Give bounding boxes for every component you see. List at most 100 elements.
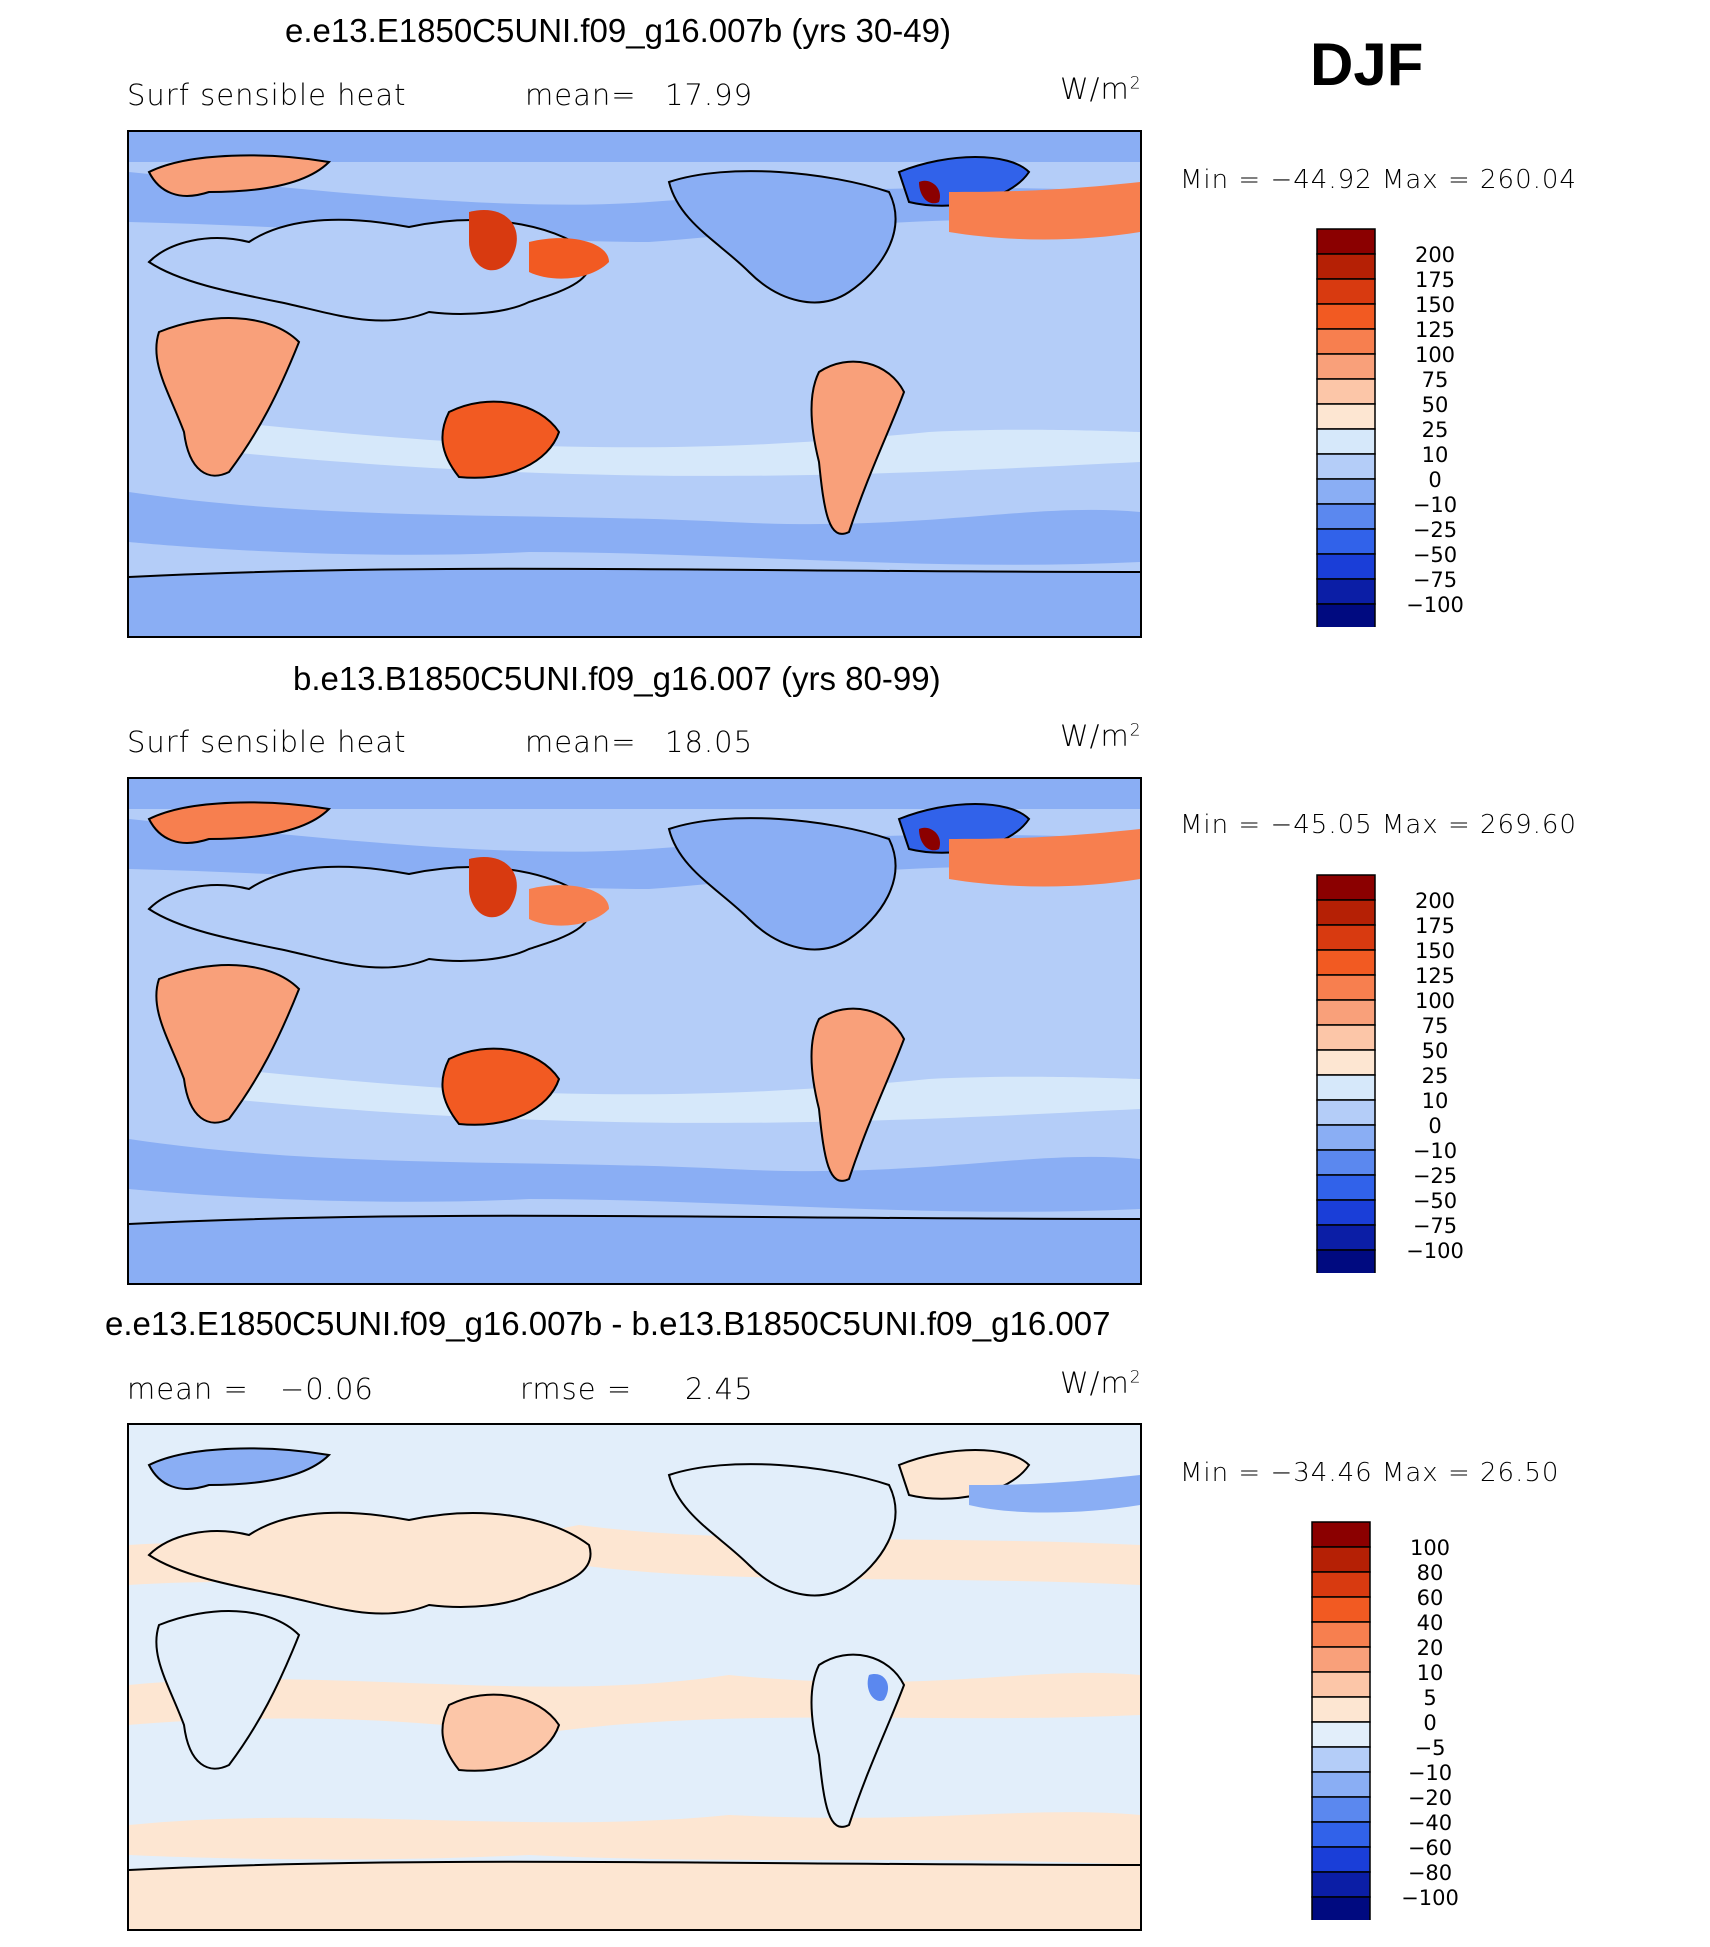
colorbar-tick-label: −25: [1413, 518, 1457, 542]
north-america-land: [667, 1463, 897, 1597]
colorbar-swatch: [1311, 1646, 1371, 1673]
colorbar-swatch: [1316, 578, 1376, 605]
colorbar-swatch: [1316, 1224, 1376, 1251]
colorbar-tick-label: 10: [1422, 1089, 1449, 1113]
north-america-land: [667, 817, 897, 951]
colorbar-swatch: [1316, 1074, 1376, 1101]
panel-2-title: b.e13.B1850C5UNI.f09_g16.007 (yrs 80-99): [293, 660, 941, 697]
colorbar-tick-label: −100: [1401, 1886, 1459, 1910]
southern-ocean-band: [129, 1139, 1140, 1212]
panel-3-units: W/m2: [1060, 1366, 1142, 1400]
colorbar-tick-label: −40: [1408, 1811, 1452, 1835]
panel-1-minmax: Min = −44.92 Max = 260.04: [1180, 165, 1577, 195]
colorbar-tick-label: 50: [1422, 1039, 1449, 1063]
colorbar-swatch: [1316, 353, 1376, 380]
colorbar-tick-label: 200: [1415, 243, 1455, 267]
scandinavia-land: [147, 801, 332, 844]
colorbar-tick-label: −60: [1408, 1836, 1452, 1860]
colorbar-swatch: [1316, 278, 1376, 305]
panel-1-mean-label: mean=: [525, 78, 637, 112]
kuroshio-hotspot: [469, 857, 517, 918]
panel-1-map-svg: [129, 132, 1140, 636]
colorbar-swatch: [1316, 378, 1376, 405]
colorbar-tick-label: 20: [1417, 1636, 1444, 1660]
units-text: W/m: [1060, 1366, 1130, 1400]
colorbar-swatch: [1311, 1596, 1371, 1623]
colorbar-swatch: [1311, 1896, 1371, 1920]
colorbar-tick-label: 80: [1417, 1561, 1444, 1585]
colorbar-swatch: [1316, 924, 1376, 951]
colorbar-tick-label: 0: [1428, 468, 1441, 492]
kuroshio-hotspot: [469, 210, 517, 271]
africa-land: [155, 1610, 301, 1770]
colorbar-tick-label: 150: [1415, 939, 1455, 963]
panel-3-map: [127, 1423, 1142, 1931]
antarctica-coast: [129, 1214, 1140, 1225]
panel-2-map-svg: [129, 779, 1140, 1283]
colorbar-tick-label: 100: [1415, 343, 1455, 367]
colorbar-tick-label: 10: [1422, 443, 1449, 467]
colorbar-swatch: [1316, 328, 1376, 355]
colorbar-swatch: [1316, 603, 1376, 627]
colorbar-tick-label: −100: [1406, 1239, 1464, 1263]
scandinavia-land: [147, 154, 332, 197]
colorbar-tick-label: −50: [1413, 1189, 1457, 1213]
colorbar-swatch: [1311, 1521, 1371, 1548]
colorbar-swatch: [1316, 453, 1376, 480]
colorbar-tick-label: −25: [1413, 1164, 1457, 1188]
colorbar-swatch: [1311, 1746, 1371, 1773]
colorbar-swatch: [1316, 503, 1376, 530]
panel-3-minmax: Min = −34.46 Max = 26.50: [1180, 1458, 1560, 1488]
colorbar-tick-label: 50: [1422, 393, 1449, 417]
colorbar-tick-label: −5: [1415, 1736, 1446, 1760]
antarctica: [129, 568, 1140, 636]
colorbar-tick-label: 175: [1415, 914, 1455, 938]
panel-1-colorbar: 200 175 150 125 100 75 50 25 10 0 −10 −25 −50 −75 −100: [1315, 227, 1495, 627]
colorbar-swatch: [1316, 949, 1376, 976]
colorbar-swatch: [1316, 1249, 1376, 1273]
panel-2-map: [127, 777, 1142, 1285]
panel-2-minmax: Min = −45.05 Max = 269.60: [1180, 810, 1577, 840]
colorbar-swatch: [1311, 1821, 1371, 1848]
colorbar-swatch: [1316, 403, 1376, 430]
panel-1-mean-value: 17.99: [665, 78, 754, 112]
colorbar-tick-label: 0: [1428, 1114, 1441, 1138]
panel-3-colorbar: 100 80 60 40 20 10 5 0 −5 −10 −20 −40 −60 −80 −100: [1310, 1520, 1490, 1920]
gulf-stream: [949, 182, 1140, 240]
arctic-band: [129, 132, 1140, 162]
units-superscript: 2: [1129, 720, 1142, 741]
colorbar-swatch: [1316, 1199, 1376, 1226]
antarctica-coast: [129, 567, 1140, 578]
colorbar-tick-label: 100: [1415, 989, 1455, 1013]
colorbar-swatch: [1316, 899, 1376, 926]
australia-land: [441, 1693, 561, 1772]
australia-land: [441, 1047, 561, 1126]
colorbar-tick-label: 25: [1422, 1064, 1449, 1088]
southern-ocean-band: [129, 492, 1140, 565]
antarctica: [129, 1861, 1140, 1929]
colorbar-tick-label: 10: [1417, 1661, 1444, 1685]
north-america-land: [667, 170, 897, 304]
colorbar-tick-label: 40: [1417, 1611, 1444, 1635]
africa-land: [155, 317, 301, 477]
colorbar-swatch: [1316, 478, 1376, 505]
antarctica: [129, 1215, 1140, 1283]
units-text: W/m: [1060, 719, 1130, 753]
units-superscript: 2: [1129, 73, 1142, 94]
eurasia-land: [147, 1511, 592, 1615]
colorbar-tick-label: −80: [1408, 1861, 1452, 1885]
amazon-difference: [867, 1674, 889, 1701]
colorbar-swatch: [1311, 1721, 1371, 1748]
colorbar-swatch: [1316, 1049, 1376, 1076]
labrador-hotspot: [919, 180, 940, 204]
colorbar-swatch: [1316, 1124, 1376, 1151]
panel-1-units: W/m2: [1060, 72, 1142, 106]
colorbar-tick-label: 75: [1422, 368, 1449, 392]
south-america-land: [810, 360, 906, 535]
colorbar-tick-label: −75: [1413, 568, 1457, 592]
colorbar-tick-label: 5: [1423, 1686, 1436, 1710]
units-superscript: 2: [1129, 1367, 1142, 1388]
panel-2-colorbar: 200 175 150 125 100 75 50 25 10 0 −10 −25 −50 −75 −100: [1315, 873, 1495, 1273]
kuroshio-extension: [529, 885, 609, 926]
